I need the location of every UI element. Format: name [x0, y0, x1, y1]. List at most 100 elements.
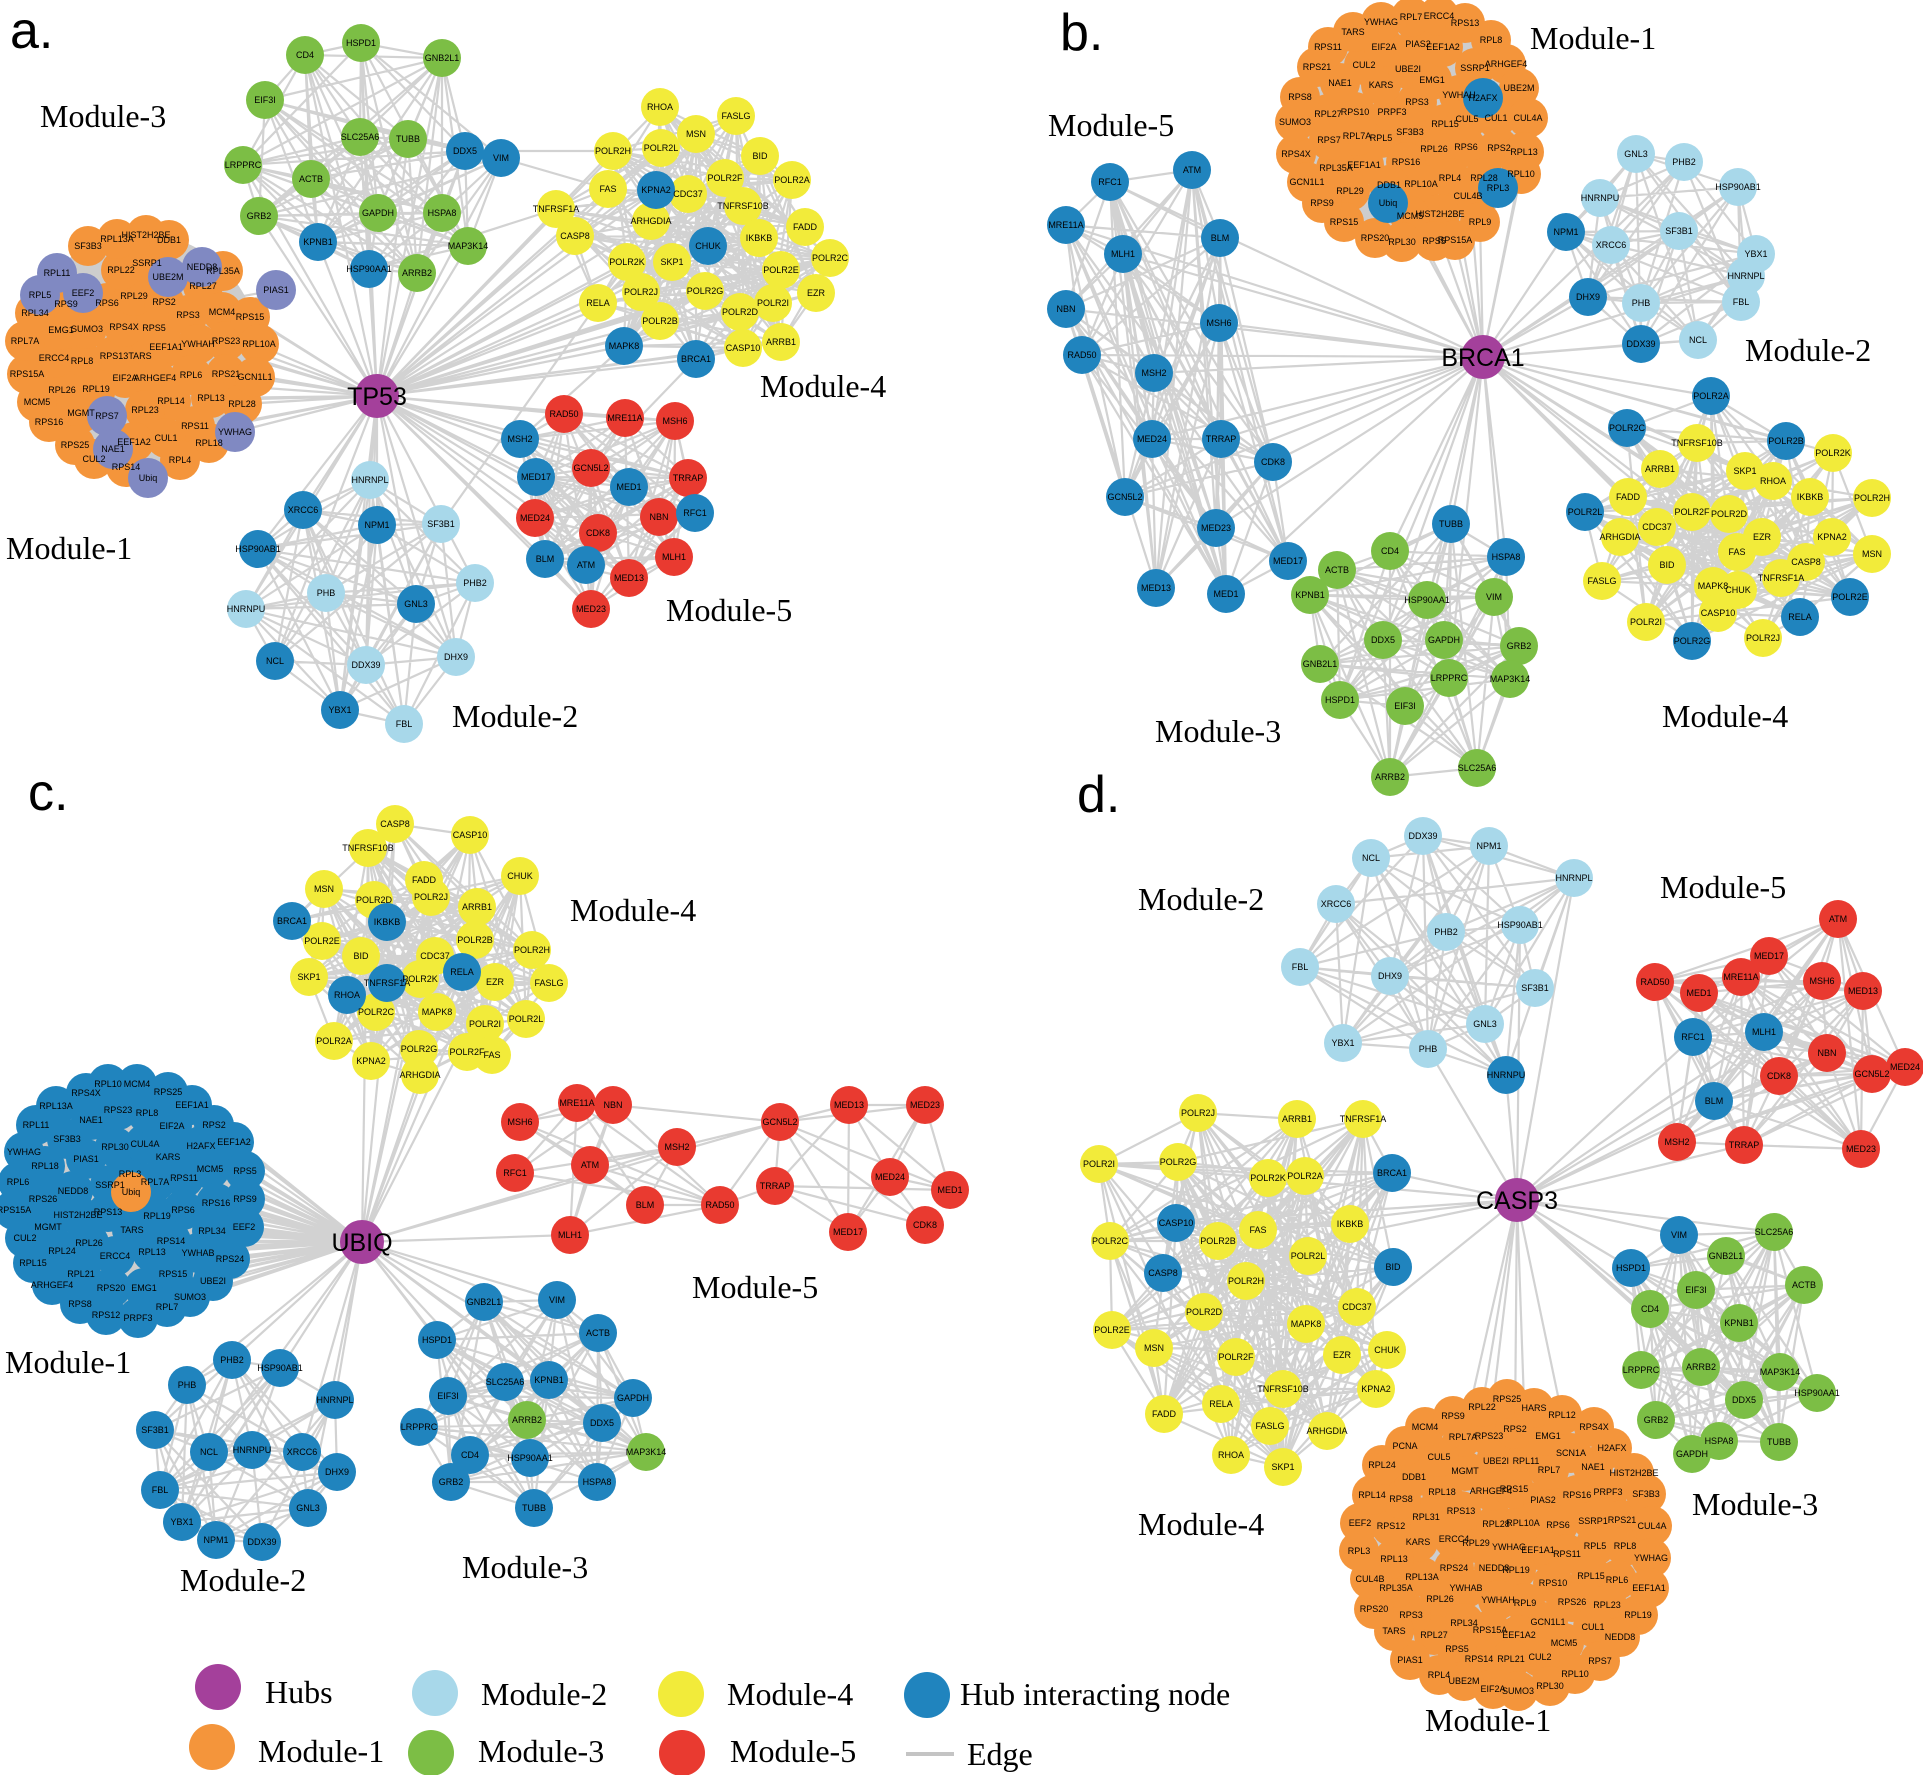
svg-text:NCL: NCL	[266, 656, 284, 666]
svg-text:ARRB2: ARRB2	[1686, 1362, 1716, 1372]
svg-text:POLR2B: POLR2B	[642, 316, 678, 326]
svg-text:KARS: KARS	[1406, 1537, 1431, 1547]
svg-text:FASLG: FASLG	[721, 111, 750, 121]
svg-text:POLR2F: POLR2F	[1218, 1352, 1254, 1362]
svg-text:YBX1: YBX1	[1331, 1038, 1354, 1048]
svg-text:NPM1: NPM1	[1476, 841, 1501, 851]
svg-text:Module-1: Module-1	[5, 1344, 131, 1380]
svg-text:YWHAH: YWHAH	[1481, 1595, 1515, 1605]
svg-text:RPS12: RPS12	[1377, 1521, 1406, 1531]
svg-text:MGMT: MGMT	[1451, 1466, 1479, 1476]
svg-text:RPL23: RPL23	[131, 405, 159, 415]
svg-text:CUL2: CUL2	[13, 1233, 36, 1243]
svg-text:RPS15A: RPS15A	[10, 369, 45, 379]
svg-text:RPS8: RPS8	[68, 1299, 92, 1309]
svg-text:HNRNPU: HNRNPU	[1581, 193, 1620, 203]
svg-text:CDC37: CDC37	[1642, 522, 1672, 532]
svg-text:DHX9: DHX9	[1378, 971, 1402, 981]
svg-text:YBX1: YBX1	[328, 705, 351, 715]
svg-text:MED13: MED13	[1848, 986, 1878, 996]
svg-text:KPNB1: KPNB1	[1295, 590, 1325, 600]
svg-text:NAE1: NAE1	[1328, 78, 1352, 88]
svg-text:POLR2J: POLR2J	[624, 287, 658, 297]
svg-text:MSN: MSN	[314, 884, 334, 894]
svg-text:YBX1: YBX1	[1744, 249, 1767, 259]
svg-text:CUL2: CUL2	[1352, 60, 1375, 70]
svg-text:CUL4B: CUL4B	[1453, 191, 1482, 201]
svg-text:HIST2H2BE: HIST2H2BE	[1609, 1468, 1658, 1478]
svg-text:YWHAH: YWHAH	[181, 339, 215, 349]
svg-text:RPS7: RPS7	[1317, 135, 1341, 145]
svg-text:ERCC4: ERCC4	[100, 1251, 131, 1261]
svg-text:HSPD1: HSPD1	[346, 38, 376, 48]
svg-text:RPS5: RPS5	[1422, 236, 1446, 246]
svg-text:DDX5: DDX5	[1371, 635, 1395, 645]
svg-text:RPL5: RPL5	[1584, 1541, 1607, 1551]
svg-text:RPS15A: RPS15A	[0, 1205, 31, 1215]
svg-text:BLM: BLM	[536, 554, 555, 564]
svg-text:RPL13: RPL13	[1380, 1554, 1408, 1564]
svg-text:RPS11: RPS11	[181, 421, 209, 431]
svg-text:UBIQ: UBIQ	[331, 1229, 392, 1257]
svg-text:SSRP1: SSRP1	[132, 258, 162, 268]
svg-text:RPS4X: RPS4X	[1281, 149, 1311, 159]
svg-text:KPNA2: KPNA2	[356, 1056, 386, 1066]
svg-text:FAS: FAS	[1249, 1225, 1266, 1235]
svg-text:POLR2G: POLR2G	[687, 286, 724, 296]
svg-text:ERCC4: ERCC4	[1439, 1534, 1470, 1544]
svg-text:Module-3: Module-3	[478, 1733, 604, 1769]
svg-text:HIST2H2BE: HIST2H2BE	[121, 230, 170, 240]
svg-text:GCN5L2: GCN5L2	[762, 1117, 797, 1127]
svg-text:SKP1: SKP1	[1271, 1462, 1294, 1472]
svg-text:POLR2H: POLR2H	[1854, 493, 1890, 503]
svg-text:GRB2: GRB2	[439, 1477, 464, 1487]
svg-text:RPL18: RPL18	[31, 1161, 59, 1171]
svg-text:RPS16: RPS16	[35, 417, 64, 427]
svg-text:Module-5: Module-5	[730, 1733, 856, 1769]
svg-text:DDX5: DDX5	[590, 1418, 614, 1428]
svg-text:RPL24: RPL24	[1368, 1460, 1396, 1470]
svg-text:RFC1: RFC1	[503, 1168, 527, 1178]
svg-text:CDK8: CDK8	[1767, 1071, 1791, 1081]
svg-text:RHOA: RHOA	[1760, 476, 1786, 486]
svg-text:UBE2M: UBE2M	[1503, 83, 1534, 93]
svg-text:RPL19: RPL19	[1502, 1565, 1530, 1575]
svg-text:CDC37: CDC37	[420, 951, 450, 961]
svg-text:YWHAB: YWHAB	[181, 1248, 214, 1258]
svg-text:CUL4A: CUL4A	[1637, 1521, 1666, 1531]
svg-text:POLR2L: POLR2L	[1568, 507, 1603, 517]
svg-text:RPL7A: RPL7A	[1449, 1432, 1478, 1442]
svg-text:RPS3: RPS3	[176, 310, 200, 320]
svg-text:UBE2M: UBE2M	[152, 272, 183, 282]
svg-text:ACTB: ACTB	[1325, 565, 1349, 575]
svg-text:Module-5: Module-5	[1048, 107, 1174, 143]
svg-text:GNB2L1: GNB2L1	[1709, 1251, 1744, 1261]
svg-text:TRRAP: TRRAP	[1206, 434, 1237, 444]
svg-text:RPS6: RPS6	[171, 1205, 195, 1215]
svg-text:CDK8: CDK8	[1261, 457, 1285, 467]
svg-text:HARS: HARS	[1521, 1403, 1546, 1413]
svg-text:TNFRSF10B: TNFRSF10B	[1671, 438, 1723, 448]
svg-text:POLR2L: POLR2L	[1291, 1251, 1326, 1261]
svg-text:EIF3I: EIF3I	[1394, 701, 1416, 711]
svg-text:EEF1A1: EEF1A1	[1632, 1583, 1666, 1593]
svg-text:NCL: NCL	[1689, 335, 1707, 345]
svg-text:EMG1: EMG1	[1419, 75, 1445, 85]
svg-text:GNB2L1: GNB2L1	[1303, 659, 1338, 669]
svg-text:POLR2I: POLR2I	[469, 1019, 501, 1029]
svg-text:SF3B3: SF3B3	[74, 241, 102, 251]
svg-text:RPL5: RPL5	[1370, 133, 1393, 143]
svg-text:RELA: RELA	[450, 967, 474, 977]
svg-text:PIAS1: PIAS1	[1397, 1655, 1423, 1665]
svg-text:MED17: MED17	[1273, 556, 1303, 566]
svg-text:RPL34: RPL34	[21, 308, 49, 318]
svg-text:ACTB: ACTB	[586, 1328, 610, 1338]
svg-text:RPL30: RPL30	[1536, 1681, 1564, 1691]
svg-text:BID: BID	[1659, 560, 1675, 570]
svg-text:ARRB1: ARRB1	[1282, 1114, 1312, 1124]
svg-text:HSPA8: HSPA8	[428, 208, 457, 218]
svg-text:NBN: NBN	[1817, 1048, 1836, 1058]
svg-text:CHUK: CHUK	[695, 241, 721, 251]
svg-text:RPS2: RPS2	[152, 297, 176, 307]
svg-text:RPL7: RPL7	[1538, 1465, 1561, 1475]
